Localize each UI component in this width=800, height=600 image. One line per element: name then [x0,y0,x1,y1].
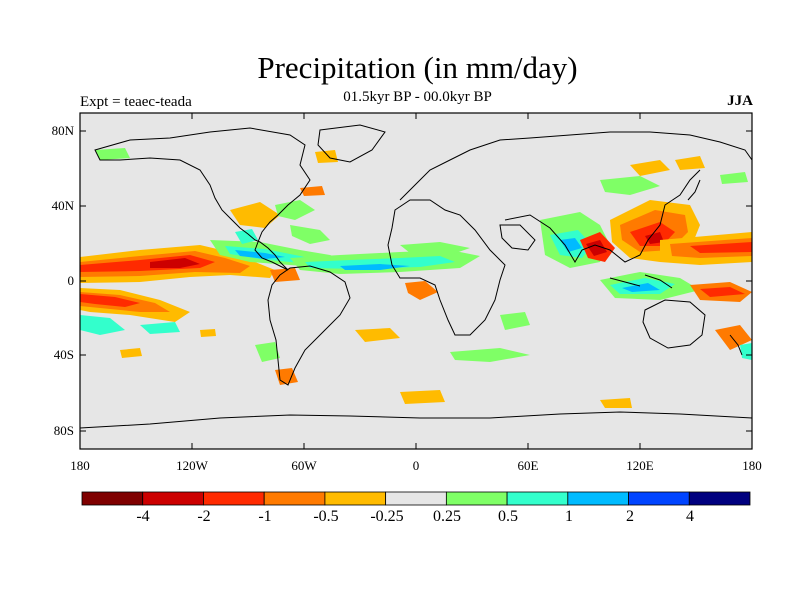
colorbar-label: -1 [258,508,272,525]
indian-monsoon-core [560,238,582,252]
south-pacific-negative [200,329,216,337]
coastlines [80,124,752,429]
labrador-negative [300,186,325,196]
antarctica-coast [80,411,752,429]
colorbar-label: -4 [136,508,150,525]
new-zealand-positive [740,343,752,360]
lat-tick-0: 0 [67,273,75,288]
africa-coast [387,199,506,336]
anomaly-layer [80,148,752,408]
new-zealand-coast [729,334,743,356]
lon-tick-180e: 180 [742,458,762,473]
lon-tick-0: 0 [412,458,420,473]
gulf-stream-positive [275,200,315,220]
colorbar-swatch [385,491,447,506]
spcz-positive [80,315,125,335]
colorbar-label: -2 [197,508,211,525]
lat-tick-40s: 40S [53,347,74,362]
south-atlantic-positive [500,312,530,330]
colorbar-label: 4 [686,508,694,525]
colorbar-label: 1 [565,508,573,525]
alaska-positive [95,148,130,160]
map-subtitle: 01.5kyr BP - 00.0kyr BP [343,89,492,105]
japan-coast [687,179,701,201]
colorbar-swatch [567,491,629,506]
axis-ticks [80,113,752,449]
map-title: Precipitation (in mm/day) [257,50,578,85]
southern-ocean-negative [400,390,445,404]
southern-ocean-positive [450,348,530,362]
south-pacific-negative [120,348,142,358]
bay-of-bengal-core [586,240,607,256]
colorbar-label: 0.5 [498,508,518,525]
west-pacific-core [645,232,664,244]
north-america-coast [94,127,311,271]
colorbar-swatch [81,491,144,506]
arabia-coast [499,224,536,251]
new-zealand-negative [715,325,752,350]
spcz-core [80,294,140,307]
australia-coast [642,299,706,349]
north-pacific-negative [675,156,705,170]
sahel-positive [400,242,470,255]
asia-south-coast [504,169,701,263]
south-pacific-west-core [700,287,745,297]
spcz-positive [140,322,180,334]
south-atlantic-negative [355,328,400,342]
chile-positive [255,342,280,362]
lon-tick-120e: 120E [626,458,654,473]
lon-tick-120w: 120W [176,458,208,473]
indonesia-coast [644,274,673,289]
lat-tick-40n: 40N [51,198,74,213]
colorbar [81,491,751,506]
east-pacific-core [235,250,285,259]
colorbar-swatch [324,491,387,506]
colorbar-swatch [445,491,508,506]
lat-tick-80s: 80S [53,423,74,438]
amazon-negative [270,268,300,282]
tropical-pacific-core [690,242,752,253]
central-asia-positive [600,176,660,195]
lat-tick-80n: 80N [51,123,74,138]
colorbar-label: -0.25 [370,508,404,525]
siberia-negative [630,160,670,176]
colorbar-swatch [263,491,326,506]
season-label: JJA [727,93,753,109]
colorbar-swatch [628,491,690,506]
pacific-itcz-core [150,258,200,268]
experiment-label: Expt = teaec-teada [80,94,192,110]
atlantic-itcz [305,256,455,269]
caribbean-positive [290,225,330,244]
eurasia-north-coast [399,131,752,201]
south-america-coast [267,265,351,386]
southern-ocean-negative [600,398,632,408]
colorbar-swatch [142,491,204,506]
colorbar-label: 0.25 [433,508,461,525]
lon-tick-180w: 180 [70,458,90,473]
mexico-positive [235,229,258,244]
colorbar-swatch [688,491,751,506]
greenland-coast [317,124,386,163]
greenland-negative [315,150,338,163]
indonesia-coast [609,277,641,287]
north-pacific-positive [720,172,748,184]
lon-tick-60w: 60W [291,458,317,473]
lon-tick-60e: 60E [517,458,539,473]
colorbar-label: -0.5 [313,508,339,525]
north-america-negative [230,202,280,228]
colorbar-label: 2 [626,508,634,525]
maritime-continent-core [622,283,660,292]
gulf-guinea-negative [405,281,438,300]
colorbar-swatch [203,491,265,506]
colorbar-swatch [506,491,569,506]
